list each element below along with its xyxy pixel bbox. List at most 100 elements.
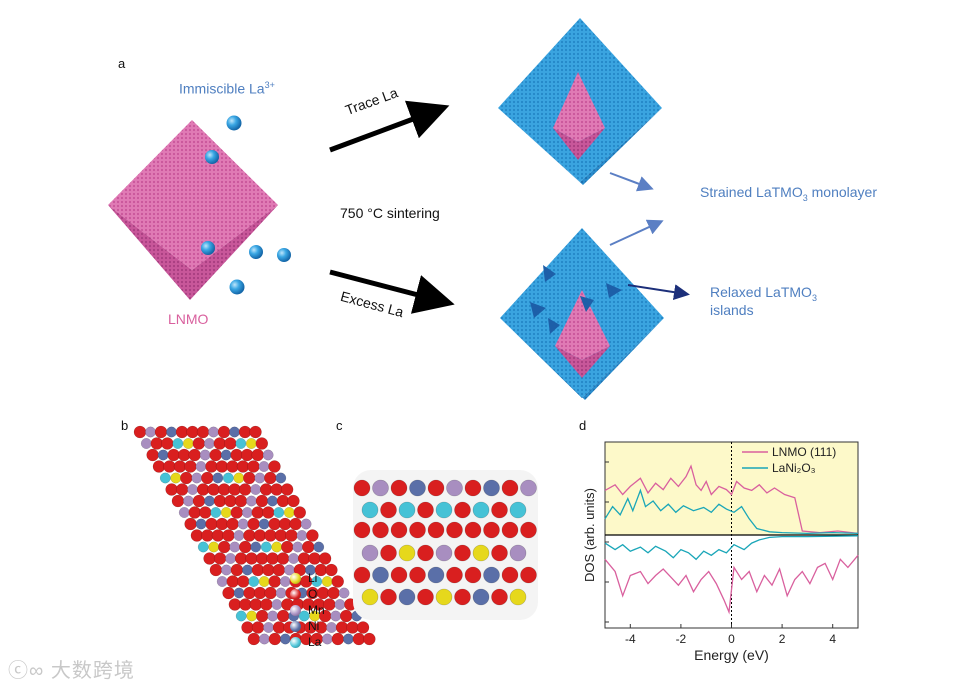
series-lani2o3-spin-down [604,535,859,561]
atom-o [520,566,537,584]
atom-o [454,544,471,562]
atom-la [398,501,416,519]
atom-la [311,576,323,587]
atom-o [390,521,408,539]
x-tick-label: 2 [779,632,786,646]
legend-swatch-la [290,637,301,648]
atom-mn [361,544,379,562]
legend-label-li: Li [308,571,318,585]
atom-li [361,588,379,606]
x-axis-label: Energy (eV) [694,647,769,663]
atom-mn [372,479,389,497]
panel-b-label: b [121,418,129,433]
atom-o [353,566,371,584]
atom-la [509,501,527,519]
atom-mn [262,449,274,461]
excess-octahedron [500,228,664,400]
legend-label: LNMO (111) [772,445,836,459]
atom-o [372,521,389,539]
atom-o [380,588,397,606]
atom-o [249,425,262,439]
atom-ni [483,479,500,497]
atom-ni [250,541,262,553]
atom-mn [509,544,527,562]
atom-ni [313,541,325,553]
strained-pointer-2 [609,219,664,246]
atom-o [380,501,397,519]
atom-o [501,566,519,584]
series-lnmo-spin-up [604,464,859,535]
relaxed-label: Relaxed LaTMO3 [710,284,817,303]
atom-la [159,472,171,484]
atom-mn [338,587,350,599]
atom-mn [300,518,312,530]
atom-mn [520,479,537,497]
atom-o [491,588,508,606]
atom-la [298,610,310,622]
atom-li [509,588,527,606]
atom-o [427,521,445,539]
atom-o [409,521,426,539]
atom-la [197,541,209,553]
atom-o [287,494,300,508]
panel-d-label: d [579,418,587,433]
atom-la [248,576,260,587]
atom-o [353,479,371,497]
atom-o [293,506,307,519]
atom-o [380,544,397,562]
atom-o [483,521,500,539]
trace-arrow [329,100,450,153]
x-tick-label: -2 [676,632,687,646]
x-tick-label: 4 [829,632,836,646]
legend-label-mn: Mn [308,603,325,617]
atom-la [435,501,453,519]
atom-o [501,479,519,497]
atom-o [464,566,482,584]
atom-o [331,575,344,588]
atom-mn [446,479,463,497]
atom-la [235,438,247,449]
atom-ni [398,588,416,606]
atom-ni [212,472,224,484]
atom-ni [372,566,389,584]
atom-la [235,610,247,622]
atom-mn [435,544,453,562]
atom-o [363,632,376,646]
x-tick-label: 0 [728,632,735,646]
atom-o [464,521,482,539]
immiscible-label: Immiscible La3+ [179,80,275,97]
atom-o [427,479,445,497]
atom-la [472,501,490,519]
sintering-label: 750 °C sintering [340,205,440,221]
atom-o [325,563,338,577]
atom-o [417,588,434,606]
atom-o [446,566,463,584]
legend-label-la: La [308,635,322,649]
atom-o [280,483,294,496]
strained-label: Strained LaTMO3 monolayer [700,184,877,203]
strained-pointer [609,172,654,192]
atom-la [172,438,184,449]
atom-o [454,501,471,519]
legend-swatch-mn [290,605,301,616]
atom-o [318,552,332,565]
atom-ni [427,566,445,584]
atom-ni [275,472,287,484]
watermark-logo: ⓒ∞ 大数跨境 [8,660,135,682]
atom-ni [472,588,490,606]
atom-o [417,544,434,562]
atom-o [520,521,537,539]
atom-li [472,544,490,562]
legend-swatch-ni [290,621,301,632]
lnmo-label: LNMO [168,311,209,327]
y-axis-label: DOS (arb. units) [582,488,597,582]
atom-li [435,588,453,606]
atom-o [491,544,508,562]
legend-label-o: O [308,587,318,601]
atom-la [361,501,379,519]
atom-o [464,479,482,497]
relaxed-label-2: islands [710,302,754,318]
